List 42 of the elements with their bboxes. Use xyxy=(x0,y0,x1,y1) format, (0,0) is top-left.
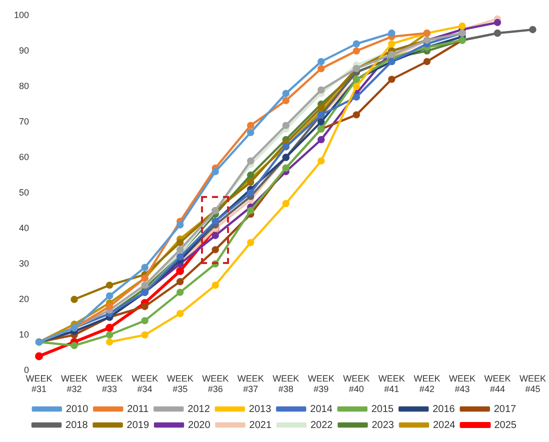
y-tick-label: 60 xyxy=(19,152,30,162)
legend-label: 2015 xyxy=(371,404,394,415)
x-tick-label: WEEK #40 xyxy=(343,373,370,394)
x-tick-label: WEEK #35 xyxy=(166,373,194,394)
x-tick-label: WEEK #38 xyxy=(272,373,300,394)
y-tick-label: 20 xyxy=(19,294,30,304)
y-tick-label: 90 xyxy=(19,45,30,56)
x-tick-label: WEEK #44 xyxy=(484,373,511,394)
y-tick-label: 0 xyxy=(24,364,30,375)
x-tick-label: WEEK #34 xyxy=(132,373,158,394)
legend-label: 2021 xyxy=(249,420,272,431)
legend-label: 2020 xyxy=(188,420,211,431)
legend-label: 2023 xyxy=(372,420,394,431)
legend-label: 2011 xyxy=(127,404,150,415)
x-tick-label: WEEK #41 xyxy=(378,373,405,394)
x-tick-label: WEEK #36 xyxy=(202,373,229,394)
legend-label: 2014 xyxy=(310,404,333,415)
legend-label: 2016 xyxy=(432,404,456,415)
x-tick-label: WEEK #42 xyxy=(414,373,440,394)
legend-label: 2017 xyxy=(494,404,517,415)
legend-label: 2024 xyxy=(432,420,456,431)
x-tick-label: WEEK #45 xyxy=(519,373,546,394)
x-tick-label: WEEK #37 xyxy=(237,373,264,394)
legend-label: 2025 xyxy=(494,420,517,431)
legend-label: 2010 xyxy=(66,404,89,415)
legend-label: 2019 xyxy=(126,420,150,431)
legend-label: 2022 xyxy=(310,420,334,431)
y-tick-label: 100 xyxy=(14,10,30,20)
y-tick-label: 40 xyxy=(19,222,30,233)
y-tick-label: 80 xyxy=(19,80,30,91)
y-tick-label: 30 xyxy=(19,258,30,268)
x-tick-label: WEEK #39 xyxy=(308,373,334,394)
legend-label: 2013 xyxy=(248,404,272,415)
y-tick-label: 50 xyxy=(19,187,30,198)
legend-label: 2018 xyxy=(66,420,88,431)
y-tick-label: 10 xyxy=(19,329,30,340)
x-tick-label: WEEK #33 xyxy=(96,373,123,394)
y-tick-label: 70 xyxy=(19,116,30,126)
x-tick-label: WEEK #43 xyxy=(448,373,476,394)
x-tick-label: WEEK #31 xyxy=(26,373,52,394)
legend-label: 2012 xyxy=(188,404,210,415)
x-tick-label: WEEK #32 xyxy=(61,373,88,394)
